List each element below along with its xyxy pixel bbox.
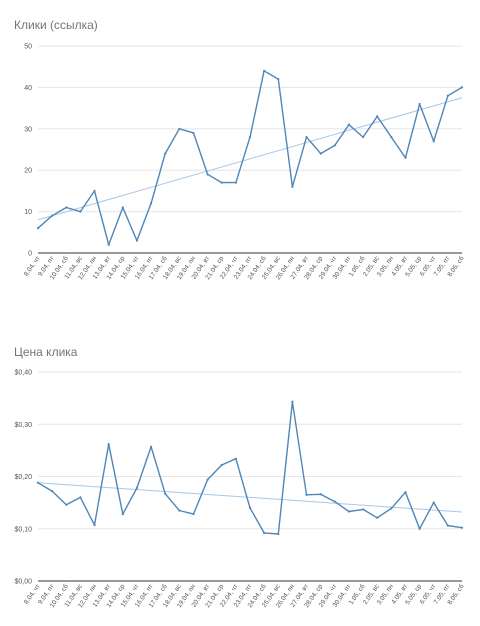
cpc-data-point [121,513,124,516]
clicks-data-point [390,135,393,139]
clicks-data-point [135,239,139,242]
cpc-data-point [248,506,252,509]
clicks-data-point [319,152,322,155]
clicks-data-point [149,202,153,205]
clicks-data-point [220,181,223,184]
cpc-data-point [404,491,407,494]
cpc-marks [36,400,464,536]
cpc-data-point [418,527,421,530]
cpc-data-point [333,500,336,503]
clicks-data-point [418,102,421,106]
clicks-data-point [65,206,68,209]
cpc-data-point [79,496,82,499]
cpc-data-point [192,513,195,516]
cpc-data-point [319,493,322,496]
cpc-data-point [36,481,40,484]
clicks-data-point [376,115,379,118]
clicks-y-tick-label: 30 [24,126,32,133]
clicks-y-tick-label: 0 [28,251,32,258]
cpc-data-point [291,400,294,403]
cpc-data-point [135,486,139,490]
cpc-data-point [206,478,209,481]
clicks-data-point [291,185,294,188]
clicks-data-point [121,206,124,209]
cpc-y-tick-label: $0,30 [14,422,32,429]
clicks-data-point [51,214,54,217]
cpc-gridlines [38,371,462,582]
cpc-data-point [376,516,379,519]
clicks-data-point [178,127,181,130]
clicks-y-ticks: 0 10 20 30 40 50 [24,44,32,258]
clicks-data-point [446,94,449,97]
cpc-chart-title: Цена клика [14,345,78,359]
clicks-marks [36,69,464,246]
clicks-data-point [404,156,407,159]
clicks-data-point [347,123,351,126]
cpc-data-point [164,492,167,495]
cpc-data-point [361,508,365,511]
cpc-y-tick-label: $0,10 [14,526,32,533]
cpc-chart: Цена клика $0,00 $0,10 $0,20 $0,30 $0,40 8.0… [14,345,466,609]
cpc-series-line [37,401,463,535]
clicks-data-point [361,135,365,139]
cpc-y-tick-label: $0,40 [14,370,32,377]
clicks-data-point [206,173,209,176]
clicks-chart: Клики (ссылка) 0 10 20 30 40 50 8.04, чт9.04,… [14,18,466,281]
clicks-data-point [305,135,308,139]
clicks-data-point [164,152,167,155]
cpc-data-point [446,524,449,527]
clicks-y-tick-label: 10 [24,209,32,216]
cpc-data-point [277,532,280,536]
clicks-data-point [432,140,435,143]
cpc-data-point [178,509,181,512]
cpc-data-point [65,503,68,506]
clicks-data-point [192,131,195,135]
clicks-gridlines [38,45,462,254]
clicks-data-point [263,69,266,72]
cpc-y-tick-label: $0,20 [14,474,32,481]
cpc-data-point [347,510,351,513]
clicks-y-tick-label: 40 [24,85,32,92]
cpc-y-ticks: $0,00 $0,10 $0,20 $0,30 $0,40 [14,370,32,586]
cpc-data-point [93,523,96,527]
cpc-data-point [149,445,153,448]
clicks-data-point [460,86,464,89]
cpc-data-point [51,490,54,493]
clicks-y-tick-label: 20 [24,168,32,175]
cpc-data-point [305,493,308,496]
clicks-data-point [107,243,110,246]
cpc-data-point [107,443,110,446]
clicks-data-point [36,227,40,230]
clicks-y-tick-label: 50 [24,44,32,51]
cpc-data-point [460,526,464,529]
cpc-data-point [220,463,223,467]
cpc-trendline [37,482,463,513]
cpc-data-point [263,531,266,535]
clicks-chart-title: Клики (ссылка) [14,18,98,32]
clicks-series-line [37,70,463,246]
cpc-data-point [432,501,435,504]
clicks-trendline [37,97,463,221]
clicks-data-point [248,135,252,139]
clicks-data-point [93,189,96,192]
clicks-data-point [79,210,82,213]
clicks-data-point [234,181,237,184]
cpc-y-tick-label: $0,00 [14,579,32,586]
clicks-data-point [277,78,280,81]
clicks-data-point [333,144,336,147]
cpc-data-point [390,507,393,510]
cpc-data-point [234,457,237,460]
